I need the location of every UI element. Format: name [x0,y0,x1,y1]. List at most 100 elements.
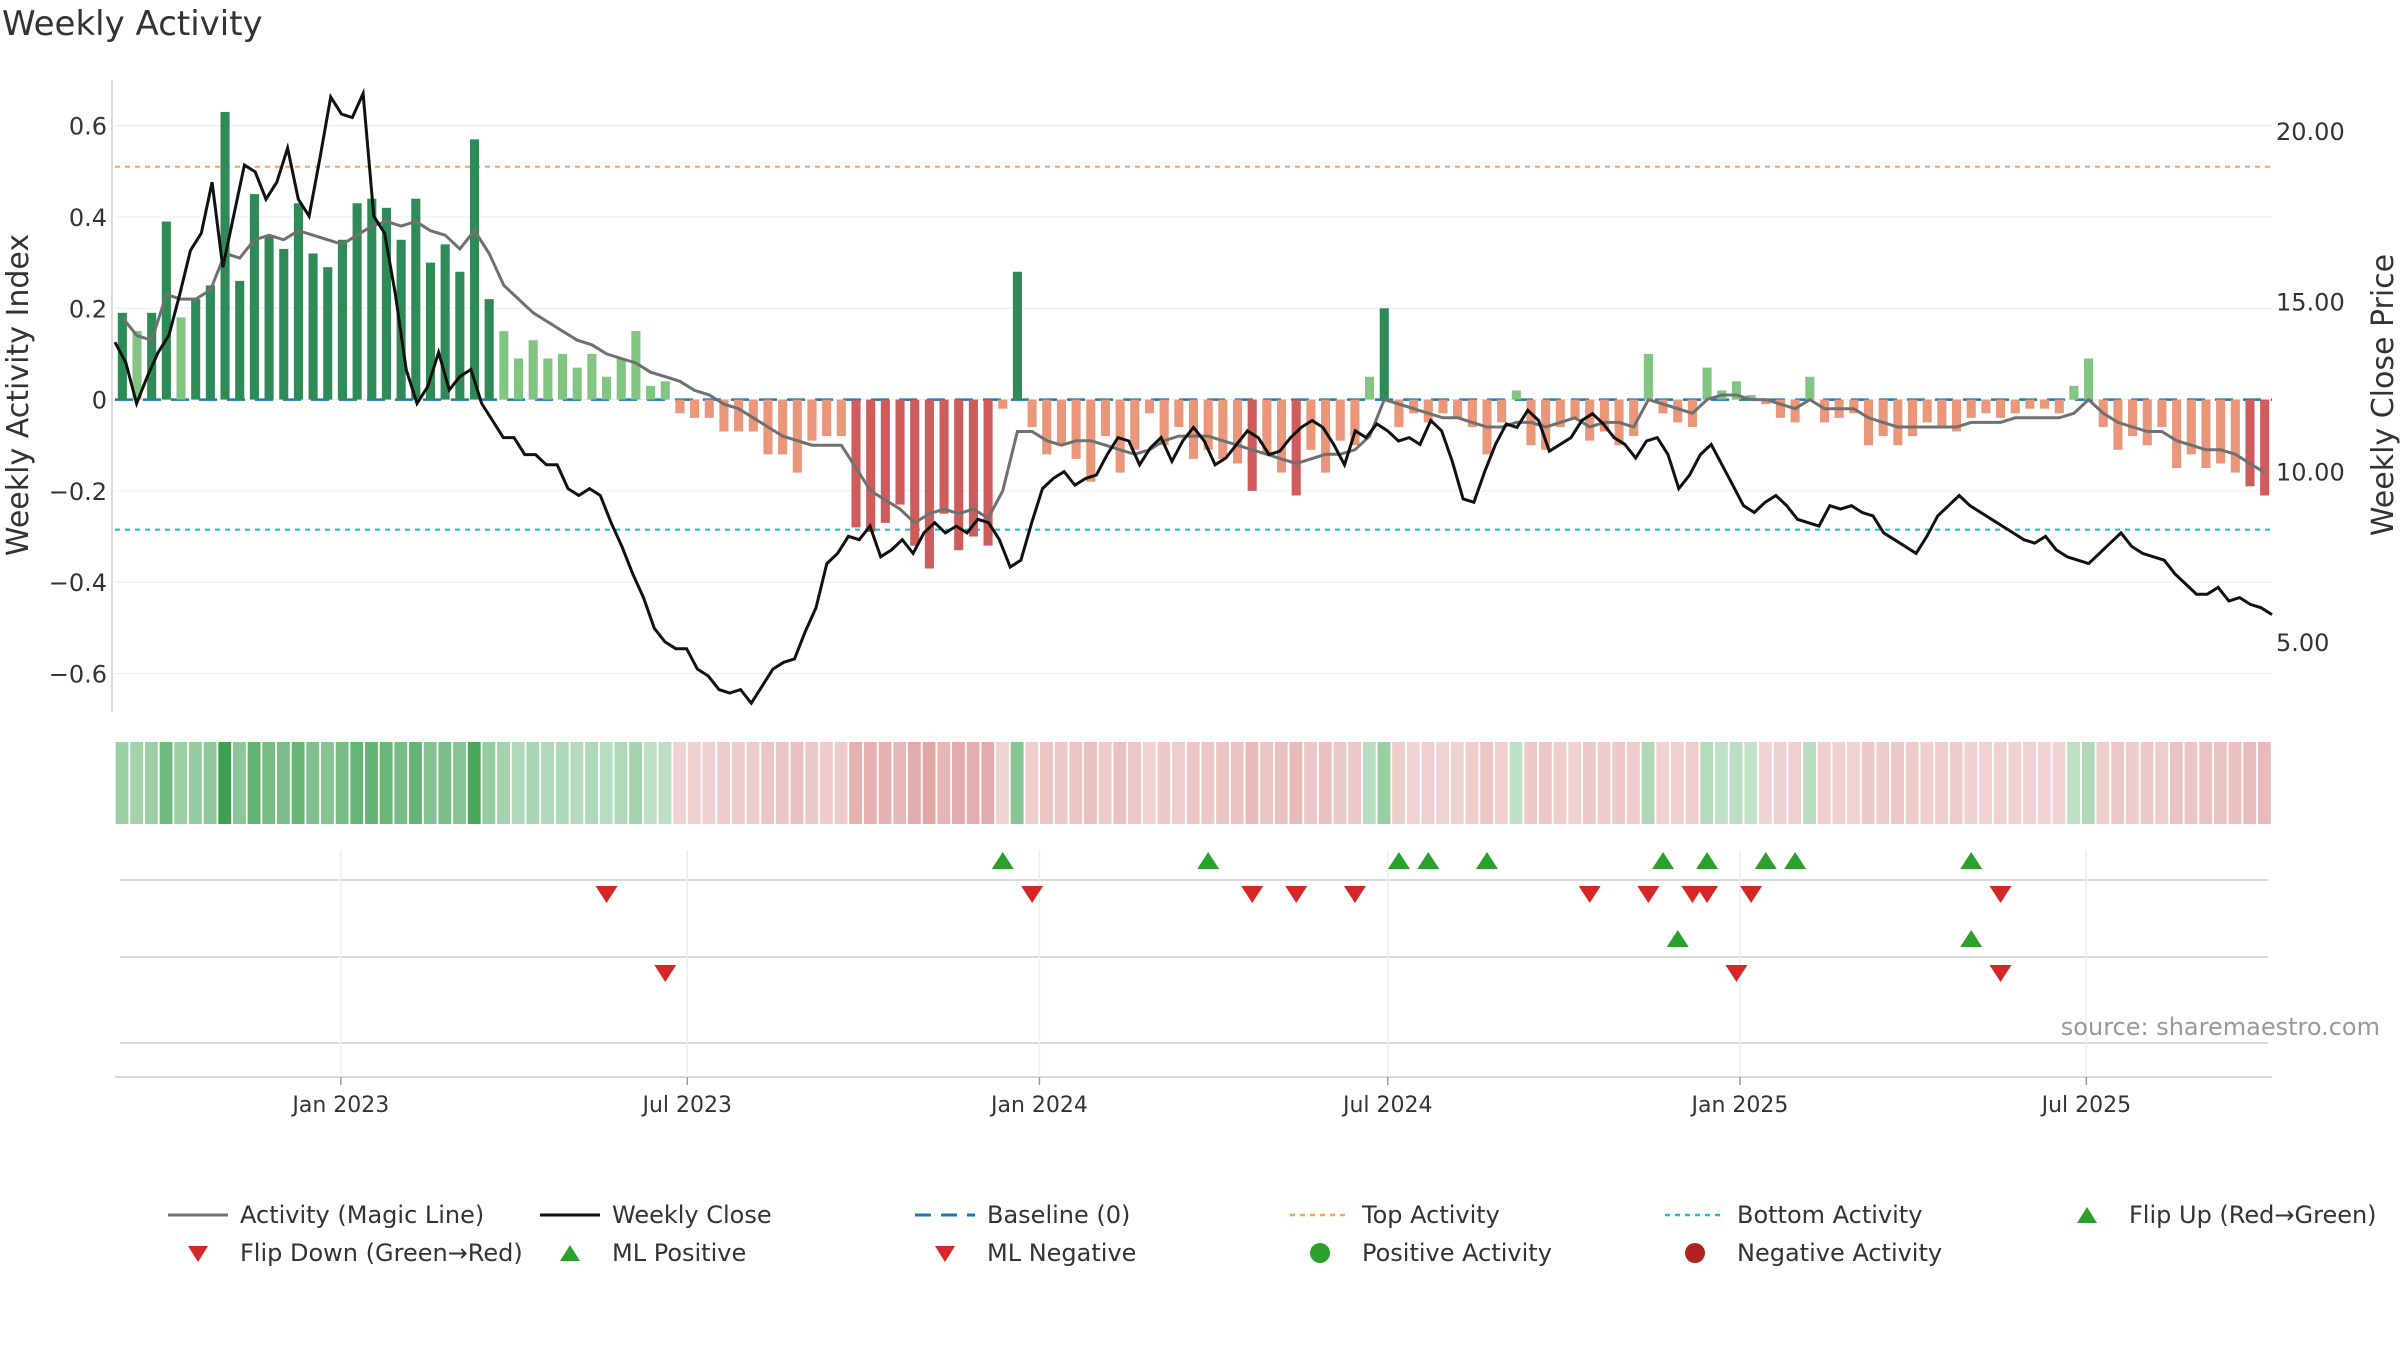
strip-cell [1670,742,1684,824]
flip-up-marker [1696,852,1719,869]
strip-cell [1392,742,1406,824]
activity-bar [2084,358,2094,400]
strip-cell [188,742,202,824]
strip-cell [643,742,657,824]
activity-bar [1966,399,1976,418]
strip-cell [907,742,921,824]
activity-bar [866,399,876,532]
activity-bar [337,239,347,400]
ml-negative-marker [1989,965,2012,982]
flip-up-marker [991,852,1014,869]
ml-positive-marker [1960,930,1983,947]
strip-cell [1979,742,1993,824]
strip-cell [541,742,555,824]
strip-cell [1289,742,1303,824]
strip-cell [335,742,349,824]
y2-tick-label: 20.00 [2276,118,2345,146]
strip-cell [1700,742,1714,824]
strip-cell [321,742,334,824]
activity-bar [455,271,465,400]
strip-cell [1318,742,1332,824]
strip-cell [291,742,305,824]
weekly-close-series [113,87,2273,706]
activity-bar [2113,399,2123,450]
activity-bar [1585,399,1595,441]
legend-item: Top Activity [1290,1200,1500,1230]
strip-cell [1729,742,1743,824]
activity-bar [807,399,817,441]
activity-bar [1174,399,1184,427]
ml-positive-marker [1666,930,1689,947]
strip-cell [1626,742,1640,824]
strip-cell [2125,742,2139,824]
strip-cell [614,742,628,824]
strip-cell [2184,742,2198,824]
strip-cell [2213,742,2227,824]
activity-bar [1056,399,1066,446]
activity-bar [851,399,861,528]
activity-bar [1981,399,1991,414]
activity-bar [1365,376,1375,400]
strip-cell [144,742,158,824]
strip-cell [937,742,951,824]
strip-cell [1098,742,1112,824]
strip-cell [1069,742,1083,824]
strip-cell [467,742,481,824]
strip-cell [1172,742,1185,824]
activity-bar [513,358,524,400]
activity-bar [895,399,905,505]
strip-cell [1817,742,1831,824]
activity-bar [381,207,392,400]
strip-cell [203,742,217,824]
activity-bar [2216,399,2226,464]
strip-cell [1494,742,1508,824]
legend-label: Top Activity [1362,1201,1500,1229]
activity-bar [660,381,670,400]
strip-cell [277,742,290,824]
legend-item: Positive Activity [1290,1238,1552,1268]
activity-bar [1276,399,1287,473]
activity-bar [2201,399,2211,469]
strip-cell [1861,742,1875,824]
strip-cell [2111,742,2125,824]
legend-label: Positive Activity [1362,1239,1552,1267]
activity-bar [1878,399,1888,437]
strip-cell [1040,742,1053,824]
strip-cell [570,742,584,824]
legend-swatch [935,1246,955,1262]
activity-bar [1541,399,1551,450]
strip-cell [2096,742,2110,824]
flip-up-marker [1652,852,1675,869]
strip-cell [1759,742,1772,824]
strip-cell [878,742,892,824]
activity-bar [587,353,597,400]
y-tick-label: 0.4 [69,204,107,232]
x-tick-label: Jan 2024 [989,1093,1088,1118]
activity-bar [1761,399,1771,405]
activity-bar [616,358,626,400]
strip-cell [702,742,716,824]
strip-cell [863,742,877,824]
legend-label: Activity (Magic Line) [240,1201,485,1229]
activity-bar [264,235,274,400]
activity-bar [704,399,714,418]
strip-cell [1568,742,1582,824]
activity-bar [1394,399,1404,427]
strip-cell [981,742,995,824]
activity-bar [249,194,259,400]
legend-item: ML Negative [915,1238,1136,1268]
activity-bar [2069,385,2079,400]
activity-bar [176,317,186,400]
activity-bar [998,399,1008,409]
flip-up-marker [1784,852,1807,869]
activity-bar [1232,399,1243,464]
strip-cell [1142,742,1156,824]
activity-bar [323,267,333,400]
legend-label: Baseline (0) [987,1201,1131,1229]
flip-up-marker [1417,852,1440,869]
activity-bar [1144,399,1155,414]
strip-cell [1582,742,1596,824]
strip-cell [1113,742,1127,824]
flip-down-marker [1696,886,1719,903]
activity-bar [132,331,142,400]
